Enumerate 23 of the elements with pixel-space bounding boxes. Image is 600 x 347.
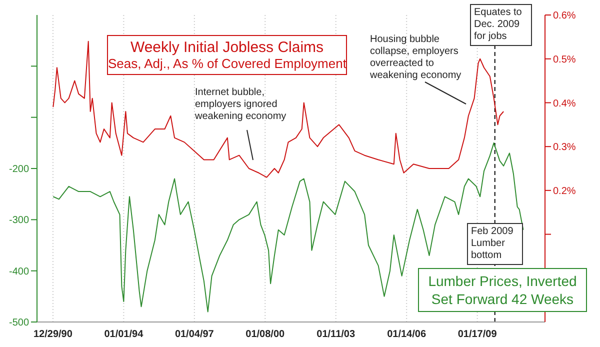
annotation: Feb 2009 Lumber bottom xyxy=(471,226,514,261)
x-tick-label: 12/29/90 xyxy=(33,329,73,340)
annotation: Equates to Dec. 2009 for jobs xyxy=(474,7,522,42)
y-tick-label: -400 xyxy=(8,266,30,278)
x-tick-label: 01/14/06 xyxy=(387,329,426,340)
x-tick-label: 01/08/00 xyxy=(246,329,286,340)
x-tick-label: 01/17/09 xyxy=(458,329,498,340)
annotation: Internet bubble, employers ignored weakening economy xyxy=(195,87,286,122)
series-label: Lumber Prices, Inverted Set Forward 42 Weeks xyxy=(428,273,577,307)
x-tick-label: 01/04/97 xyxy=(174,329,214,340)
y-tick-label: -300 xyxy=(8,215,30,226)
y2-tick-label: 0.2% xyxy=(553,186,576,197)
y2-tick-label: 0.4% xyxy=(553,98,576,110)
annotation: Housing bubble collapse, employers overreacted to weakening economy xyxy=(370,34,462,81)
x-tick-label: 01/11/03 xyxy=(316,329,356,340)
y2-tick-label: 0.6% xyxy=(553,10,576,22)
y2-tick-label: 0.3% xyxy=(553,142,576,154)
y2-tick-label: 0.5% xyxy=(553,54,576,66)
y-tick-label: -200 xyxy=(8,164,30,176)
text: Seas, Adj., As % of Covered Employment xyxy=(108,56,346,71)
y-tick-label: -500 xyxy=(8,318,30,329)
x-tick-label: 01/01/94 xyxy=(104,329,144,340)
text: Weekly Initial Jobless Claims xyxy=(129,39,325,56)
